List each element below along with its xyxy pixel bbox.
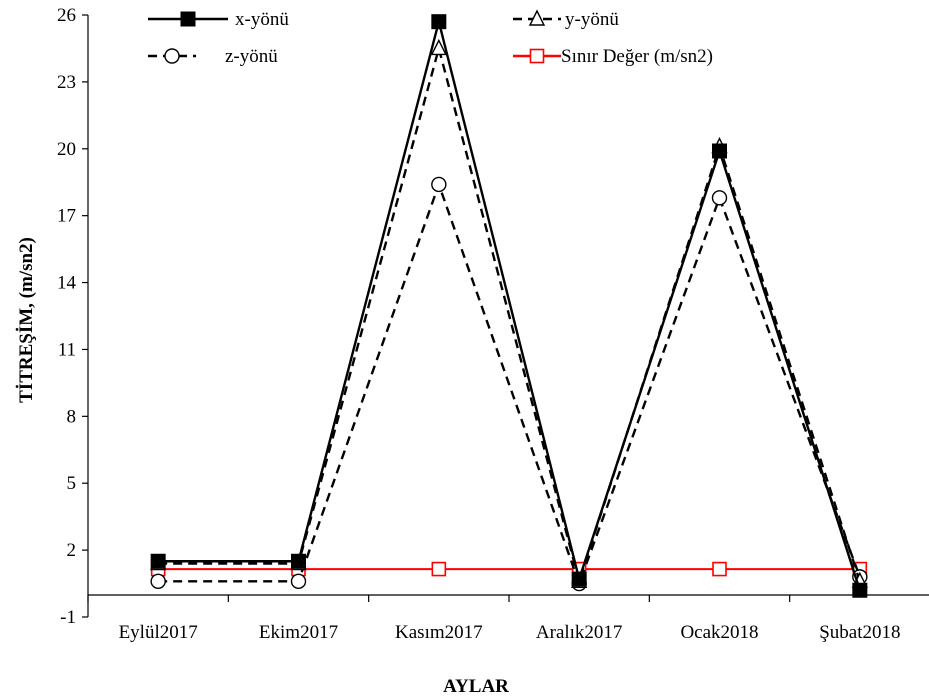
y-tick-label: 17 xyxy=(57,206,76,227)
series-line xyxy=(158,21,861,591)
data-point xyxy=(712,143,727,159)
y-tick-label: 20 xyxy=(57,139,76,160)
legend-marker xyxy=(164,48,180,64)
legend-item: Sınır Değer (m/sn2) xyxy=(513,46,713,67)
series-3 xyxy=(150,176,868,592)
series-line xyxy=(158,43,861,586)
data-point xyxy=(852,582,868,598)
series-2 xyxy=(150,38,868,589)
data-point xyxy=(431,14,447,30)
legend-marker xyxy=(528,9,546,26)
y-tick-label: 11 xyxy=(58,339,76,360)
data-point xyxy=(291,553,306,569)
series-1 xyxy=(150,14,868,598)
y-tick-label: -1 xyxy=(60,607,76,628)
data-point xyxy=(150,573,166,590)
x-tick-label: Şubat2018 xyxy=(819,622,900,643)
y-axis-title: TİTREŞİM, (m/sn2) xyxy=(16,237,37,403)
x-tick-label: Eylül2017 xyxy=(119,622,198,643)
data-point xyxy=(431,561,447,577)
legend-label: y-yönü xyxy=(565,9,619,30)
data-point xyxy=(150,553,166,569)
axes: -1 2 5 8 11 14 17 20 23 26 Eylül2017 Ekim2017 Kasım2… xyxy=(57,5,929,643)
legend-item: x-yönü xyxy=(148,9,289,30)
legend: x-yönü y-yönü z-yönü Sınır Değer (m/sn2) xyxy=(148,9,713,67)
y-tick-label: 14 xyxy=(57,273,77,294)
legend-label: z-yönü xyxy=(225,46,278,67)
data-point xyxy=(431,176,447,193)
legend-item: y-yönü xyxy=(513,9,619,30)
data-point xyxy=(290,573,307,590)
legend-marker xyxy=(529,48,545,64)
legend-marker xyxy=(180,11,196,27)
legend-label: x-yönü xyxy=(235,9,289,30)
y-tick-label: 23 xyxy=(57,72,76,93)
data-point xyxy=(711,190,728,206)
data-point xyxy=(571,571,587,587)
legend-label: Sınır Değer (m/sn2) xyxy=(561,46,713,67)
series-line xyxy=(158,180,861,588)
series-group xyxy=(150,14,868,598)
y-tick-label: 26 xyxy=(57,5,76,26)
x-axis-title: AYLAR xyxy=(443,676,509,697)
x-tick-label: Aralık2017 xyxy=(536,622,623,643)
x-tick-label: Ekim2017 xyxy=(259,622,338,643)
y-tick-label: 5 xyxy=(67,473,77,494)
data-point xyxy=(430,38,447,56)
data-point xyxy=(712,561,727,577)
x-tick-label: Kasım2017 xyxy=(395,622,483,643)
x-tick-label: Ocak2018 xyxy=(680,622,758,643)
y-tick-label: 2 xyxy=(67,540,77,561)
y-tick-label: 8 xyxy=(67,406,77,427)
series-4 xyxy=(150,561,868,577)
legend-item: z-yönü xyxy=(148,46,278,67)
